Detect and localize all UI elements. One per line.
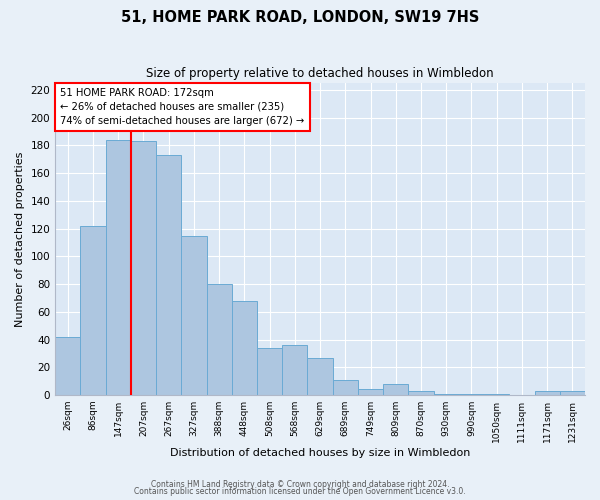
Title: Size of property relative to detached houses in Wimbledon: Size of property relative to detached ho…: [146, 68, 494, 80]
Bar: [257, 348, 282, 395]
Text: Contains HM Land Registry data © Crown copyright and database right 2024.: Contains HM Land Registry data © Crown c…: [151, 480, 449, 489]
Y-axis label: Number of detached properties: Number of detached properties: [15, 152, 25, 326]
Bar: [80, 226, 106, 395]
Bar: [181, 236, 206, 395]
Bar: [106, 140, 131, 395]
Bar: [560, 391, 585, 395]
Bar: [307, 358, 332, 395]
Bar: [434, 394, 459, 395]
Bar: [459, 394, 484, 395]
Bar: [358, 390, 383, 395]
Bar: [156, 155, 181, 395]
Text: Contains public sector information licensed under the Open Government Licence v3: Contains public sector information licen…: [134, 488, 466, 496]
Bar: [332, 380, 358, 395]
X-axis label: Distribution of detached houses by size in Wimbledon: Distribution of detached houses by size …: [170, 448, 470, 458]
Bar: [55, 336, 80, 395]
Bar: [206, 284, 232, 395]
Bar: [409, 391, 434, 395]
Bar: [282, 345, 307, 395]
Text: 51, HOME PARK ROAD, LONDON, SW19 7HS: 51, HOME PARK ROAD, LONDON, SW19 7HS: [121, 10, 479, 25]
Bar: [131, 142, 156, 395]
Bar: [484, 394, 509, 395]
Bar: [383, 384, 409, 395]
Bar: [232, 300, 257, 395]
Bar: [535, 391, 560, 395]
Text: 51 HOME PARK ROAD: 172sqm
← 26% of detached houses are smaller (235)
74% of semi: 51 HOME PARK ROAD: 172sqm ← 26% of detac…: [61, 88, 305, 126]
